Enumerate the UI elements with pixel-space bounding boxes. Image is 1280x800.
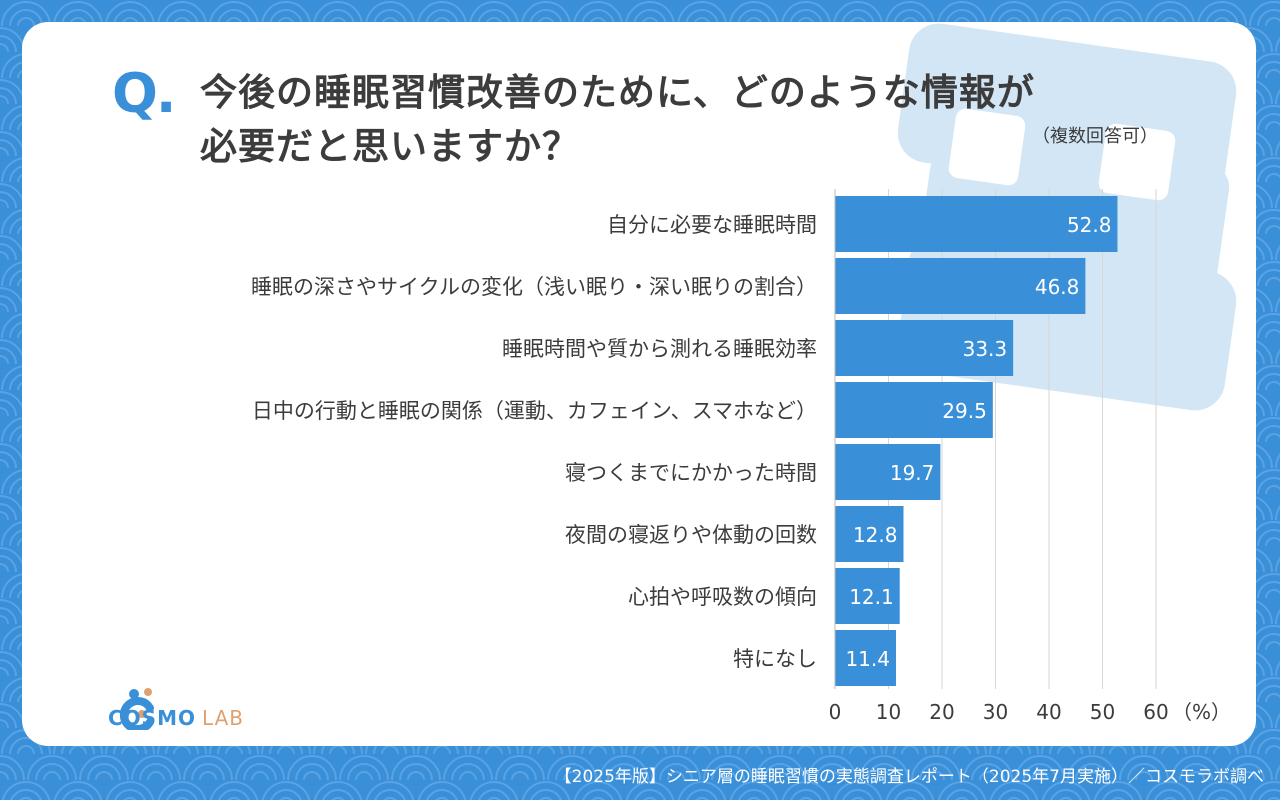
question-mark-label: Q. — [112, 62, 176, 125]
bar — [835, 506, 904, 562]
bar — [835, 258, 1086, 314]
category-label: 特になし — [733, 647, 817, 671]
bar-value-label: 12.1 — [849, 585, 894, 609]
cosmo-lab-logo-icon — [119, 688, 154, 730]
category-label: 睡眠の深さやサイクルの変化（浅い眠り・深い眠りの割合） — [251, 275, 817, 299]
x-tick-label: 20 — [929, 700, 954, 724]
bar-chart: 52.8 自分に必要な睡眠時間 46.8 睡眠の深さやサイクルの変化（浅い眠り・深い眠… — [251, 189, 1231, 724]
chart-card: Q. 今後の睡眠習慣改善のために、どのような情報が 必要だと思いますか？ （複数… — [22, 22, 1256, 746]
bar — [835, 444, 941, 500]
question-title-line1: 今後の睡眠習慣改善のために、どのような情報が — [200, 71, 1035, 114]
brand-name-suffix: LAB — [202, 706, 245, 730]
bar-value-label: 52.8 — [1067, 213, 1112, 237]
question-title-line2: 必要だと思いますか？ — [200, 125, 580, 168]
x-tick-label: 40 — [1036, 700, 1061, 724]
bar-value-label: 12.8 — [853, 523, 898, 547]
bar — [835, 382, 993, 438]
x-tick-label: 50 — [1090, 700, 1115, 724]
x-tick-label: 60 — [1143, 700, 1168, 724]
bar-value-label: 46.8 — [1035, 275, 1080, 299]
bar-value-label: 19.7 — [890, 461, 935, 485]
category-label: 心拍や呼吸数の傾向 — [628, 585, 817, 609]
x-tick-label: 0 — [829, 700, 842, 724]
bar — [835, 568, 900, 624]
category-label: 寝つくまでにかかった時間 — [565, 461, 817, 485]
multiple-answer-note: （複数回答可） — [1032, 126, 1158, 147]
bar — [835, 320, 1014, 376]
bar — [835, 630, 896, 686]
brand-name: COSMO LAB — [108, 706, 244, 730]
x-tick-label: 30 — [983, 700, 1008, 724]
source-footer: 【2025年版】シニア層の睡眠習慣の実態調査レポート（2025年7月実施）／コス… — [554, 767, 1264, 787]
x-tick-label: 10 — [876, 700, 901, 724]
category-label: 睡眠時間や質から測れる睡眠効率 — [502, 337, 817, 361]
category-label: 日中の行動と睡眠の関係（運動、カフェイン、スマホなど） — [252, 399, 817, 423]
brand-name-main: COSMO — [108, 706, 196, 730]
bar-value-label: 11.4 — [845, 647, 890, 671]
category-label: 夜間の寝返りや体動の回数 — [565, 523, 817, 547]
category-label: 自分に必要な睡眠時間 — [607, 213, 817, 237]
bar — [835, 196, 1118, 252]
question-title: 今後の睡眠習慣改善のために、どのような情報が 必要だと思いますか？ — [200, 66, 1200, 174]
bar-value-label: 33.3 — [963, 337, 1008, 361]
x-axis-unit-label: （%） — [1172, 700, 1231, 724]
bar-value-label: 29.5 — [942, 399, 987, 423]
